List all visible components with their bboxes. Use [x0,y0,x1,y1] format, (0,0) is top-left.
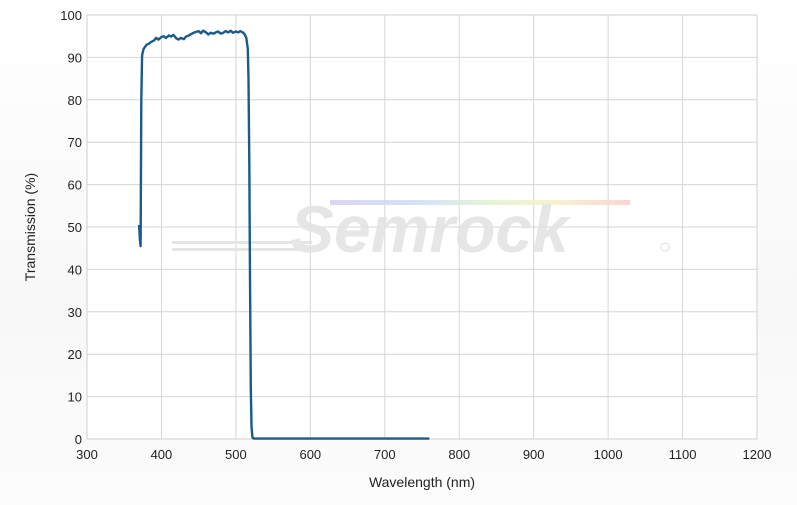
y-tick-label: 0 [75,432,82,447]
y-tick-label: 50 [68,220,82,235]
svg-text:Semrock: Semrock [290,192,572,266]
y-tick-label: 10 [68,390,82,405]
y-tick-label: 90 [68,50,82,65]
x-tick-label: 900 [523,447,545,462]
semrock-watermark-logo: Semrock [172,192,670,266]
x-tick-label: 300 [76,447,98,462]
y-tick-label: 20 [68,347,82,362]
x-tick-label: 1100 [669,447,697,462]
x-tick-label: 500 [225,447,247,462]
y-tick-label: 80 [68,93,82,108]
y-tick-label: 100 [60,8,82,23]
x-tick-label: 400 [151,447,173,462]
x-tick-label: 800 [448,447,470,462]
x-tick-label: 600 [299,447,321,462]
y-tick-label: 40 [68,262,82,277]
x-axis-label: Wavelength (nm) [369,474,475,490]
x-tick-label: 1200 [743,447,772,462]
x-tick-label: 1000 [594,447,623,462]
x-tick-label: 700 [374,447,396,462]
y-tick-label: 70 [68,135,82,150]
y-tick-label: 30 [68,305,82,320]
y-axis-label: Transmission (%) [22,173,38,281]
series-line [137,29,430,440]
y-tick-label: 60 [68,178,82,193]
